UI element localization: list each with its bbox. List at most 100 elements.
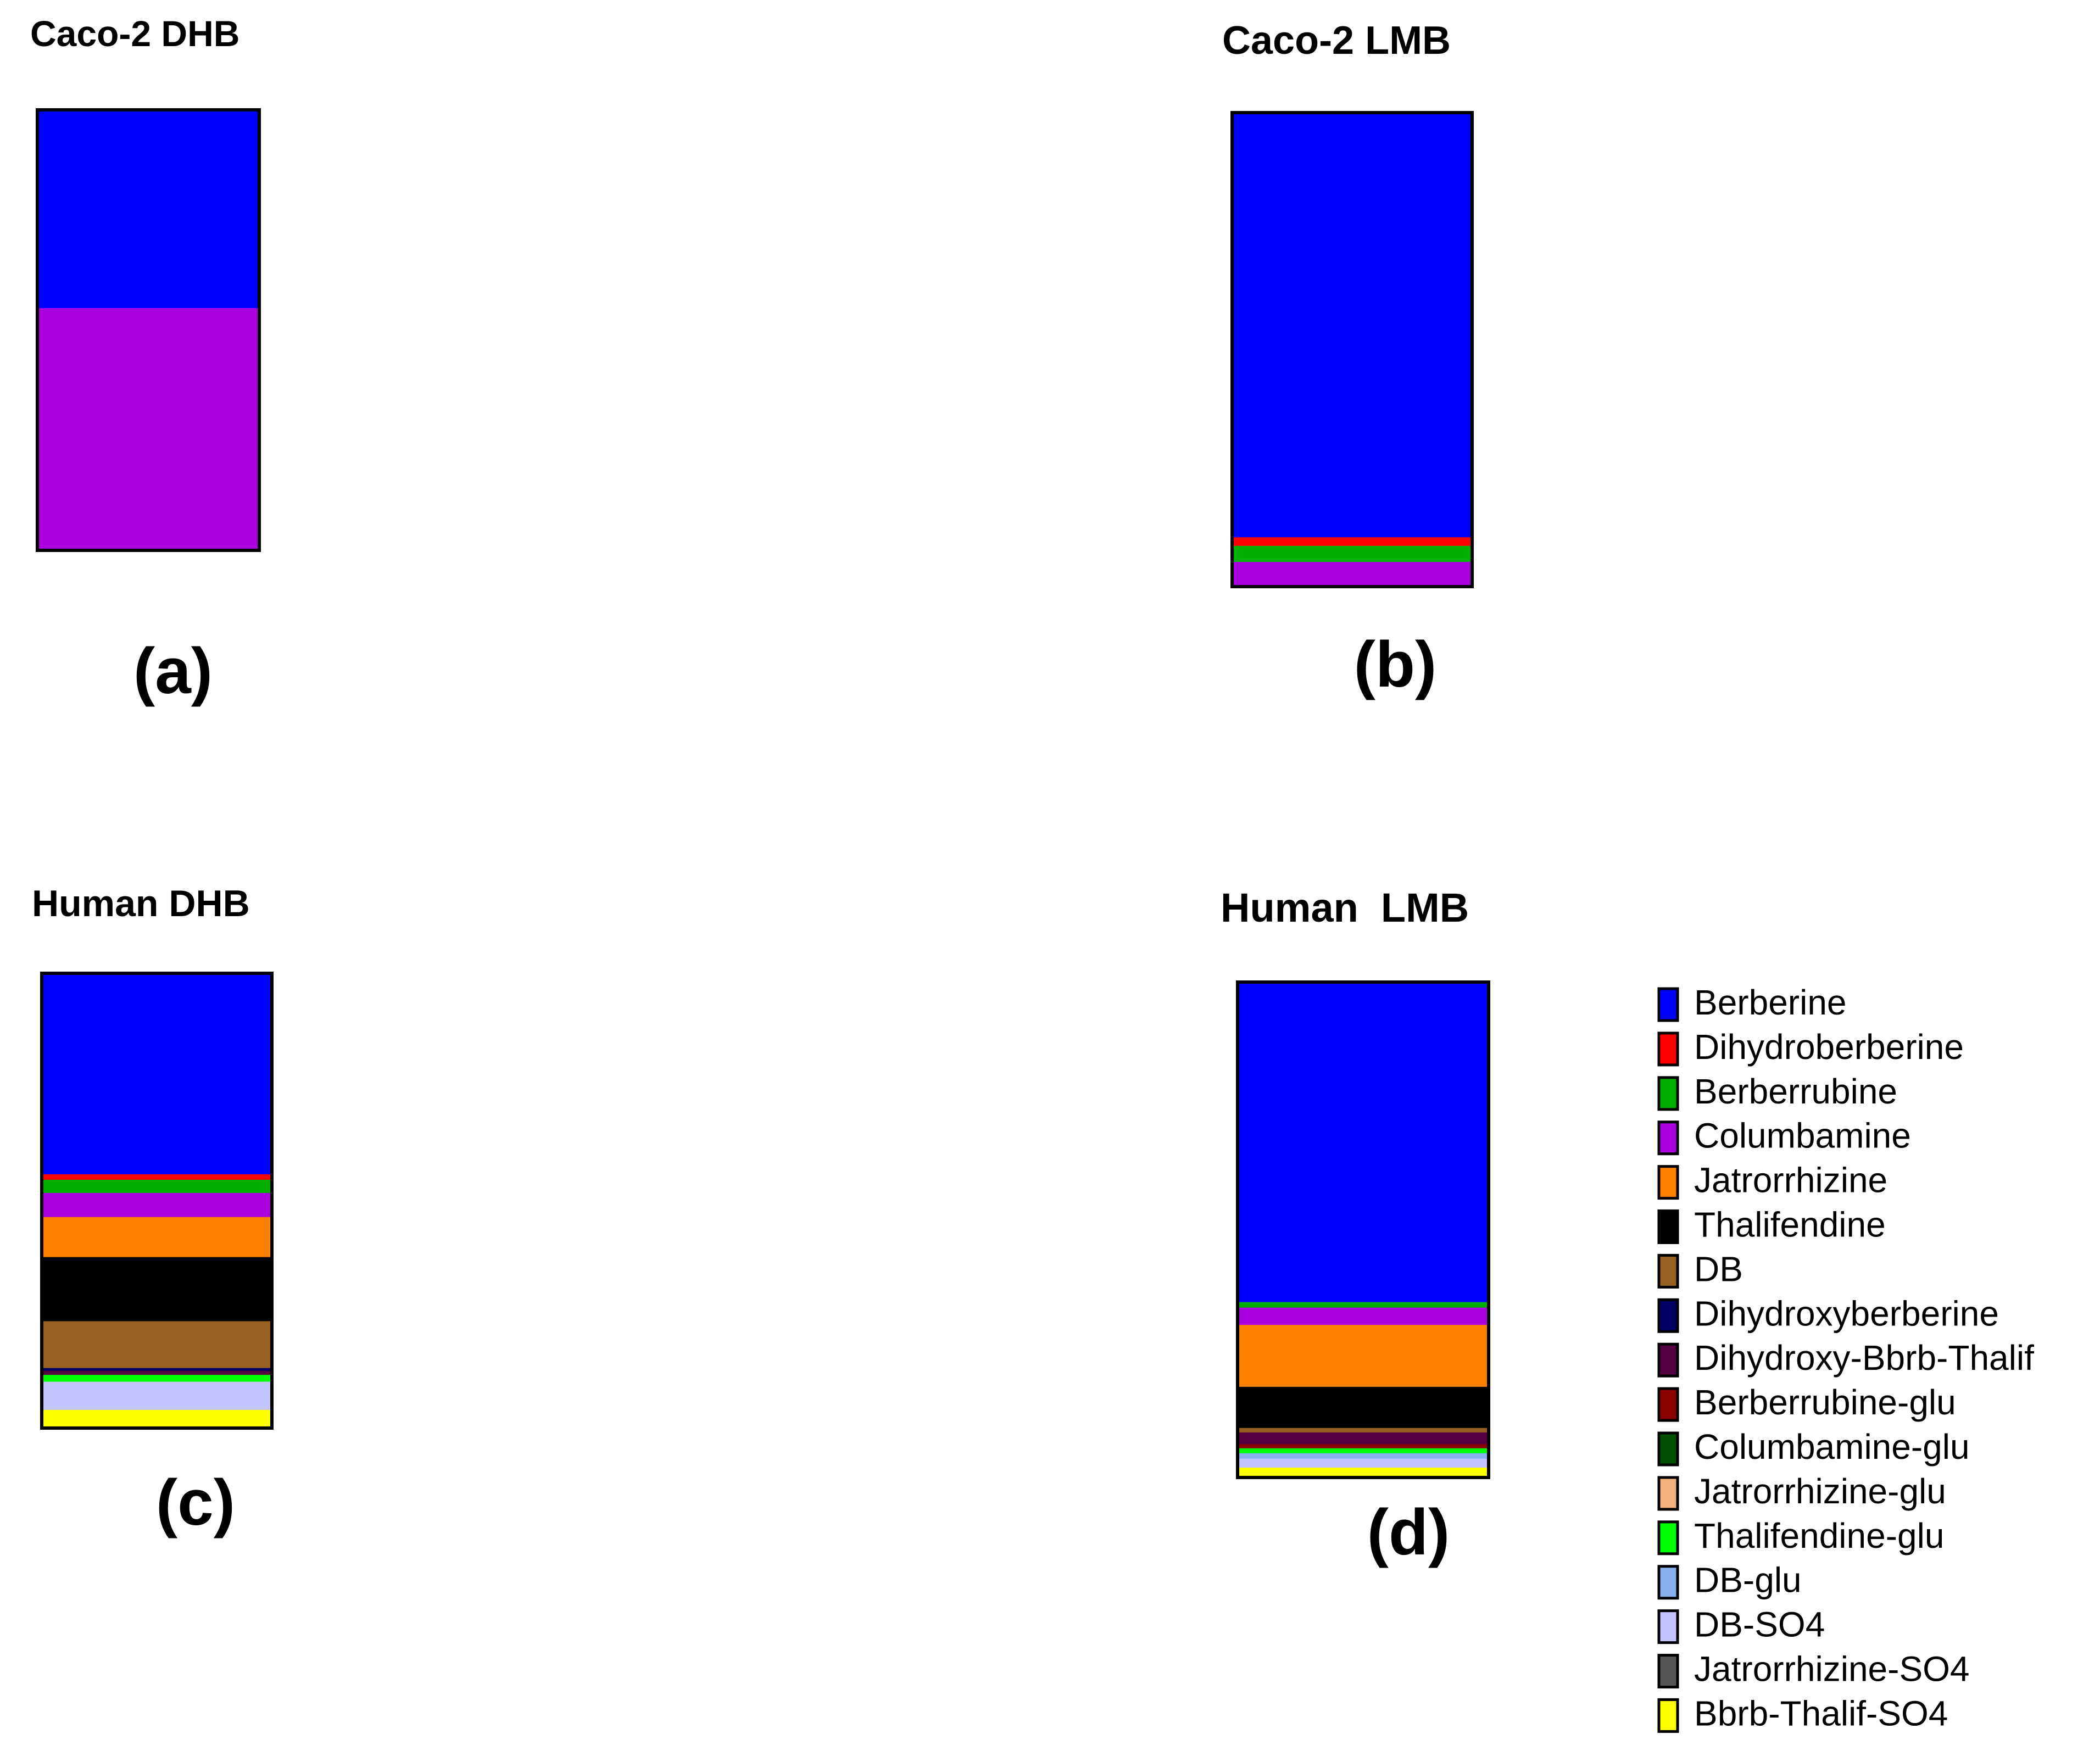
legend-swatch	[1657, 1520, 1679, 1556]
legend: Berberine Dihydroberberine Berberrubine Col…	[1657, 983, 2034, 1733]
legend-item: Thalifendine	[1657, 1205, 1886, 1245]
legend-label: Berberrubine-glu	[1694, 1382, 1956, 1422]
legend-label: DB-glu	[1694, 1560, 1802, 1600]
panel-label-b: (b)	[1354, 628, 1437, 701]
bar-segment-bbrb-thalif-so4	[42, 1409, 272, 1429]
chart-title-b: Caco-2 LMB	[1222, 19, 1451, 63]
bar-segment-columbamine	[37, 308, 259, 551]
legend-item: DB-SO4	[1657, 1605, 1825, 1644]
bar-segment-berberine	[37, 110, 259, 309]
legend-label: Bbrb-Thalif-SO4	[1694, 1693, 1948, 1733]
legend-label: Dihydroberberine	[1694, 1027, 1964, 1067]
bar-segment-columbamine	[42, 1192, 272, 1218]
legend-swatch	[1657, 1698, 1679, 1733]
panel-a: Caco-2 DHB (a)	[30, 13, 261, 707]
legend-item: DB-glu	[1657, 1560, 1802, 1600]
legend-item: Columbamine	[1657, 1116, 1911, 1156]
legend-swatch	[1657, 1654, 1679, 1688]
legend-item: DB	[1657, 1249, 1743, 1289]
bar-caco2-dhb	[36, 108, 261, 552]
bar-segment-berberine	[1232, 113, 1472, 538]
bar-segment-jatrorrhizine	[42, 1217, 272, 1258]
legend-swatch	[1657, 1253, 1679, 1289]
panel-label-a: (a)	[133, 635, 213, 707]
chart-title-a: Caco-2 DHB	[30, 13, 239, 54]
bar-human-lmb	[1236, 980, 1490, 1479]
legend-swatch	[1657, 1298, 1679, 1333]
bar-segment-columbamine	[1232, 562, 1472, 587]
bar-segment-bbrb-thalif-so4	[1238, 1467, 1489, 1478]
bar-human-dhb	[40, 972, 274, 1430]
bar-segment-columbamine	[1238, 1307, 1489, 1325]
panel-c: Human DHB (c)	[32, 883, 274, 1539]
legend-label: Jatrorrhizine	[1694, 1161, 1887, 1200]
bar-outline	[36, 108, 261, 552]
bar-segment-db	[1238, 1428, 1489, 1433]
legend-label: Thalifendine-glu	[1694, 1516, 1944, 1556]
bar-segment-thalifendine-glu	[42, 1375, 272, 1382]
bar-segment-db	[42, 1321, 272, 1369]
legend-swatch	[1657, 1209, 1679, 1244]
panel-label-c: (c)	[156, 1467, 235, 1539]
bar-caco2-lmb	[1230, 111, 1474, 588]
legend-swatch	[1657, 1476, 1679, 1511]
legend-label: Berberine	[1694, 983, 1847, 1022]
legend-item: Berberine	[1657, 983, 1847, 1022]
bar-segment-berberrubine	[42, 1179, 272, 1194]
bar-segment-jatrorrhizine	[1238, 1325, 1489, 1387]
chart-title-d: Human LMB	[1221, 885, 1469, 930]
legend-swatch	[1657, 987, 1679, 1022]
legend-swatch	[1657, 1120, 1679, 1156]
legend-item: Thalifendine-glu	[1657, 1516, 1944, 1556]
legend-swatch	[1657, 1565, 1679, 1600]
legend-label: Jatrorrhizine-SO4	[1694, 1649, 1970, 1689]
legend-label: DB	[1694, 1249, 1743, 1289]
legend-label: Jatrorrhizine-glu	[1694, 1471, 1946, 1511]
legend-label: Berberrubine	[1694, 1072, 1897, 1111]
bar-segment-berberrubine-glu	[1238, 1444, 1489, 1449]
bar-segment-berberrubine	[1232, 545, 1472, 562]
legend-item: Jatrorrhizine	[1657, 1161, 1887, 1200]
bar-outline	[40, 972, 274, 1430]
legend-item: Dihydroberberine	[1657, 1027, 1964, 1067]
panel-b: Caco-2 LMB (b)	[1222, 19, 1474, 701]
legend-label: Columbamine-glu	[1694, 1427, 1970, 1467]
legend-item: Bbrb-Thalif-SO4	[1657, 1693, 1948, 1733]
bar-segment-thalifendine	[42, 1257, 272, 1322]
panel-label-d: (d)	[1367, 1496, 1450, 1569]
legend-label: Thalifendine	[1694, 1205, 1886, 1245]
bar-segment-thalifendine	[1238, 1386, 1489, 1429]
legend-swatch	[1657, 1032, 1679, 1067]
legend-swatch	[1657, 1342, 1679, 1378]
bar-segment-db-so4	[42, 1381, 272, 1411]
legend-swatch	[1657, 1387, 1679, 1422]
legend-label: Dihydroxy-Bbrb-Thalif	[1694, 1338, 2034, 1378]
bar-segment-db-glu	[1238, 1453, 1489, 1459]
legend-item: Columbamine-glu	[1657, 1427, 1970, 1467]
legend-item: Jatrorrhizine-glu	[1657, 1471, 1946, 1511]
legend-swatch	[1657, 1076, 1679, 1111]
bar-segment-dihydroxy-bbrb-thalif	[1238, 1432, 1489, 1445]
legend-swatch	[1657, 1431, 1679, 1467]
legend-label: DB-SO4	[1694, 1605, 1825, 1644]
chart-title-c: Human DHB	[32, 883, 250, 924]
legend-item: Dihydroxy-Bbrb-Thalif	[1657, 1338, 2034, 1378]
legend-swatch	[1657, 1609, 1679, 1644]
legend-item: Jatrorrhizine-SO4	[1657, 1649, 1970, 1689]
bar-segment-dihydroxy-bbrb-thalif	[42, 1370, 272, 1375]
panel-d: Human LMB (d)	[1221, 885, 1490, 1569]
bar-segment-thalifendine-glu	[1238, 1448, 1489, 1454]
bar-segment-db-so4	[1238, 1458, 1489, 1468]
legend-swatch	[1657, 1165, 1679, 1200]
bar-segment-berberine	[1238, 982, 1489, 1303]
bar-segment-berberrubine	[1238, 1302, 1489, 1308]
legend-item: Dihydroxyberberine	[1657, 1294, 1999, 1333]
legend-label: Dihydroxyberberine	[1694, 1294, 1999, 1333]
legend-item: Berberrubine	[1657, 1072, 1897, 1111]
bar-segment-dihydroberberine	[42, 1174, 272, 1180]
legend-item: Berberrubine-glu	[1657, 1382, 1956, 1422]
bar-segment-berberine	[42, 973, 272, 1175]
bar-segment-dihydroxyberberine	[42, 1368, 272, 1372]
bar-outline	[1230, 111, 1474, 588]
